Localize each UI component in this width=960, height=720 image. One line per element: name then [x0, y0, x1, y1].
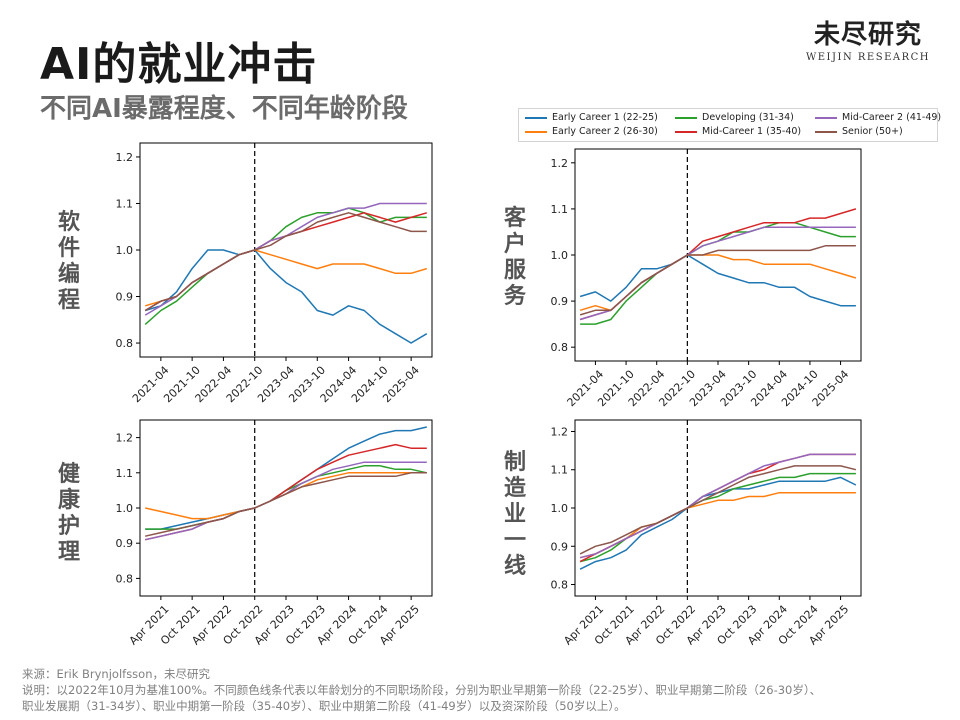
- legend-item: Early Career 1 (22-25): [525, 112, 658, 123]
- legend-item: Senior (50+): [815, 126, 903, 137]
- plot-frame: [574, 419, 862, 597]
- legend-label: Mid-Career 2 (41-49): [842, 112, 942, 123]
- page-subtitle: 不同AI暴露程度、不同年龄阶段: [40, 94, 408, 124]
- chart-customer-service: 0.80.91.01.11.22021-042021-102022-042022…: [551, 148, 862, 409]
- panel-label-customer-service: 客户服务: [503, 206, 526, 309]
- y-tick-label: 1.1: [551, 464, 569, 477]
- legend-swatch: [525, 116, 547, 119]
- legend-label: Senior (50+): [842, 126, 903, 137]
- legend-swatch: [815, 116, 837, 119]
- footer-note-line2: 职业发展期（31-34岁）、职业中期第一阶段（35-40岁）、职业中期第二阶段（…: [22, 699, 626, 713]
- panel-label-manufacturing: 制造业一线: [503, 450, 526, 579]
- legend-label: Mid-Career 1 (35-40): [702, 126, 802, 137]
- legend-swatch: [815, 130, 837, 133]
- brand-name-en: WEIJIN RESEARCH: [805, 52, 930, 63]
- plot-frame: [139, 142, 433, 358]
- y-tick-label: 0.9: [116, 291, 134, 304]
- legend-label: Early Career 2 (26-30): [552, 126, 658, 137]
- panel-label-healthcare: 健康护理: [57, 462, 80, 565]
- series-line: [579, 245, 856, 316]
- brand-name-cn: 未尽研究: [813, 20, 922, 50]
- y-tick-label: 0.8: [116, 337, 134, 350]
- y-tick-label: 1.1: [116, 197, 134, 210]
- footer-source: 来源：Erik Brynjolfsson，未尽研究: [22, 667, 210, 681]
- series-line: [579, 465, 857, 555]
- series-line: [145, 472, 427, 537]
- y-tick-label: 1.0: [551, 249, 569, 262]
- panel-label-software: 软件编程: [57, 210, 80, 313]
- y-tick-label: 0.9: [551, 540, 569, 553]
- chart-legend: Early Career 1 (22-25) Early Career 2 (2…: [518, 108, 941, 142]
- series-line: [579, 453, 856, 559]
- y-tick-label: 0.9: [116, 537, 134, 550]
- page-title: AI的就业冲击: [40, 39, 318, 90]
- legend-swatch: [525, 130, 547, 133]
- y-tick-label: 1.2: [116, 432, 134, 445]
- y-tick-label: 1.0: [116, 244, 134, 257]
- y-tick-label: 1.1: [116, 467, 134, 480]
- y-tick-label: 0.8: [116, 572, 134, 585]
- y-tick-label: 0.8: [551, 579, 569, 592]
- series-line: [144, 249, 428, 344]
- legend-swatch: [675, 130, 697, 133]
- footer: 来源：Erik Brynjolfsson，未尽研究 说明：以2022年10月为基…: [22, 666, 821, 714]
- y-tick-label: 1.0: [551, 502, 569, 515]
- chart-software: 0.80.91.01.11.22021-042021-102022-042022…: [116, 142, 433, 405]
- legend-swatch: [675, 116, 697, 119]
- plot-frame: [574, 148, 862, 362]
- y-tick-label: 0.9: [551, 295, 569, 308]
- y-tick-label: 1.2: [551, 425, 569, 438]
- legend-label: Early Career 1 (22-25): [552, 112, 658, 123]
- y-tick-label: 1.0: [116, 502, 134, 515]
- series-line: [579, 254, 856, 307]
- plot-frame: [139, 419, 433, 597]
- y-tick-label: 1.1: [551, 203, 569, 216]
- brand-logo: 未尽研究 WEIJIN RESEARCH: [806, 14, 930, 63]
- y-tick-label: 1.2: [116, 151, 134, 164]
- legend-item: Mid-Career 1 (35-40): [675, 126, 801, 137]
- footer-note-line1: 说明：以2022年10月为基准100%。不同颜色线条代表以年龄划分的不同职场阶段…: [22, 683, 822, 697]
- legend-item: Mid-Career 2 (41-49): [815, 112, 941, 123]
- y-tick-label: 0.8: [551, 341, 569, 354]
- series-line: [144, 212, 427, 312]
- legend-item: Early Career 2 (26-30): [525, 126, 658, 137]
- y-tick-label: 1.2: [551, 157, 569, 170]
- legend-item: Developing (31-34): [675, 112, 794, 123]
- legend-label: Developing (31-34): [702, 112, 794, 123]
